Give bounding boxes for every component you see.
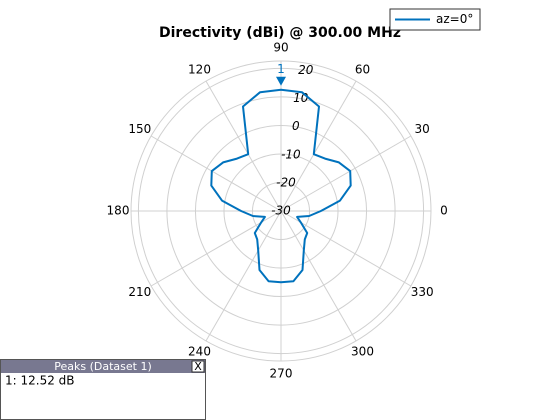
angle-label: 90 xyxy=(273,41,288,55)
radial-label: 20 xyxy=(298,63,314,77)
peak-table: Peaks (Dataset 1) X 1: 12.52 dB xyxy=(0,359,206,420)
grid-spoke xyxy=(280,80,357,212)
pattern-line xyxy=(210,88,352,284)
radial-label: 0 xyxy=(292,119,300,133)
angle-label: 0 xyxy=(440,204,448,218)
chart-title: Directivity (dBi) @ 300.00 MHz xyxy=(159,25,401,41)
angle-label: 60 xyxy=(355,62,370,76)
angle-label: 270 xyxy=(270,367,293,381)
radial-label: -30 xyxy=(271,204,291,218)
peak-row: 1: 12.52 dB xyxy=(5,374,75,388)
radial-label: 10 xyxy=(293,91,309,105)
legend-label: az=0° xyxy=(436,12,473,26)
legend-box xyxy=(389,8,481,31)
angle-label: 30 xyxy=(415,122,430,136)
grid-spoke xyxy=(205,80,282,212)
grid-spoke xyxy=(280,210,412,287)
angle-label: 150 xyxy=(128,122,151,136)
radial-label: -20 xyxy=(276,175,296,189)
angle-label: 120 xyxy=(188,62,211,76)
peak-title-bar xyxy=(1,360,205,373)
grid-spoke xyxy=(280,210,357,342)
angle-label: 240 xyxy=(188,345,211,359)
angle-label: 330 xyxy=(411,285,434,299)
peak-marker xyxy=(276,76,286,86)
radial-label: -10 xyxy=(281,147,301,161)
grid-spoke xyxy=(280,135,412,212)
grid-spoke xyxy=(150,210,282,287)
close-label[interactable]: X xyxy=(194,360,202,373)
grid-spoke xyxy=(150,135,282,212)
angle-label: 300 xyxy=(351,345,374,359)
angle-label: 180 xyxy=(107,204,130,218)
angle-label: 210 xyxy=(128,285,151,299)
peak-marker-label: 1 xyxy=(277,62,285,76)
close-button[interactable] xyxy=(191,360,205,373)
peak-title: Peaks (Dataset 1) xyxy=(54,360,152,373)
grid-spoke xyxy=(205,210,282,342)
